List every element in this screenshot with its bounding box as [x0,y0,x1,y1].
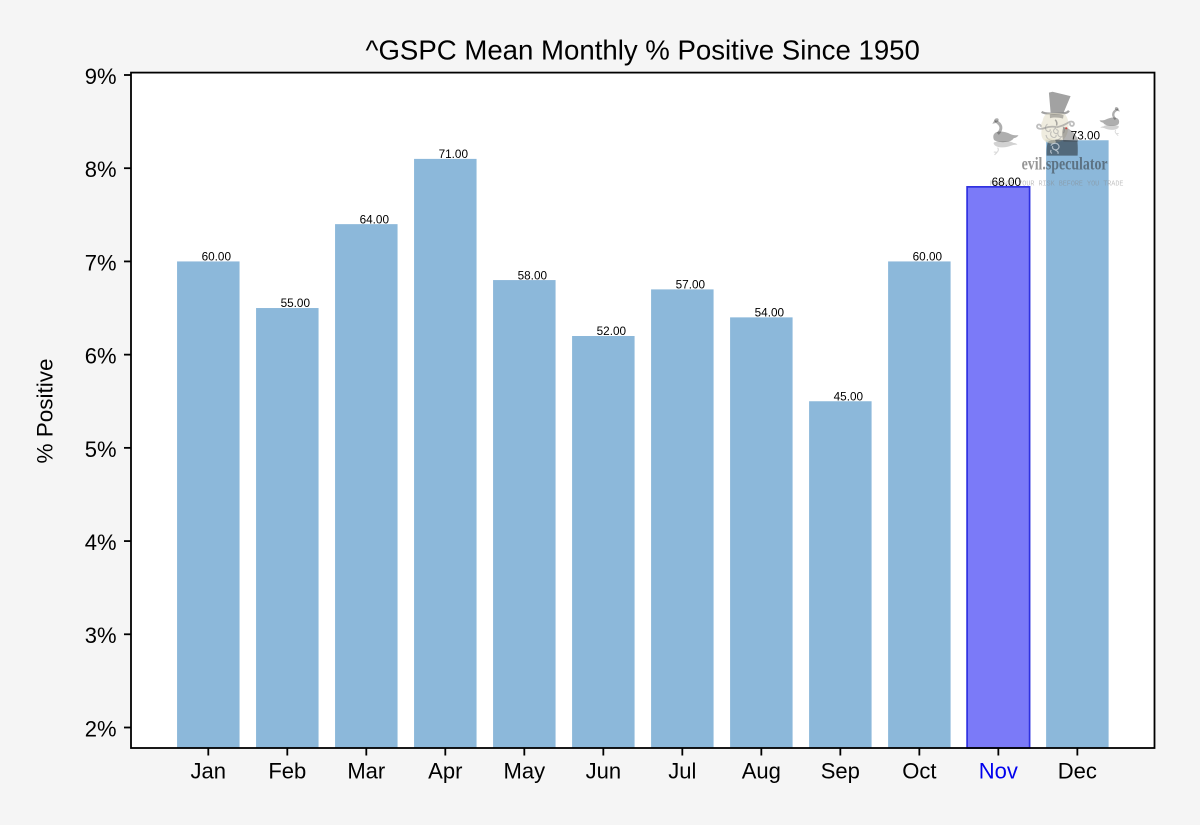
svg-text:68.00: 68.00 [992,176,1022,189]
svg-text:2%: 2% [85,716,117,741]
svg-text:Mar: Mar [347,759,385,784]
svg-text:Jan: Jan [191,759,226,784]
svg-text:Sep: Sep [821,759,860,784]
svg-text:^GSPC Mean Monthly % Positive: ^GSPC Mean Monthly % Positive Since 1950 [366,34,920,65]
svg-text:8%: 8% [85,157,117,182]
svg-text:6%: 6% [85,344,117,369]
svg-text:Aug: Aug [742,759,781,784]
svg-text:52.00: 52.00 [597,325,627,338]
svg-text:Apr: Apr [428,759,462,784]
svg-text:60.00: 60.00 [202,251,232,264]
svg-text:3%: 3% [85,623,117,648]
svg-text:64.00: 64.00 [360,213,390,226]
svg-text:5%: 5% [85,437,117,462]
svg-text:Nov: Nov [979,759,1018,784]
svg-text:% Positive: % Positive [33,358,58,463]
svg-text:54.00: 54.00 [755,307,785,320]
svg-text:45.00: 45.00 [834,390,864,403]
svg-text:MANAGE YOUR RISK BEFORE YOU TR: MANAGE YOUR RISK BEFORE YOU TRADE [990,181,1124,189]
svg-text:evil.speculator: evil.speculator [1022,154,1108,174]
svg-text:Jun: Jun [586,759,621,784]
svg-text:60.00: 60.00 [913,251,943,264]
svg-text:9%: 9% [85,64,117,89]
svg-text:Oct: Oct [902,759,936,784]
svg-text:55.00: 55.00 [281,297,311,310]
svg-text:58.00: 58.00 [518,269,548,282]
svg-text:57.00: 57.00 [676,279,706,292]
svg-text:71.00: 71.00 [439,148,469,161]
svg-text:4%: 4% [85,530,117,555]
svg-text:73.00: 73.00 [1071,129,1101,142]
svg-text:May: May [504,759,546,784]
svg-text:Dec: Dec [1058,759,1097,784]
svg-text:7%: 7% [85,250,117,275]
svg-text:Feb: Feb [268,759,306,784]
svg-text:Jul: Jul [668,759,696,784]
